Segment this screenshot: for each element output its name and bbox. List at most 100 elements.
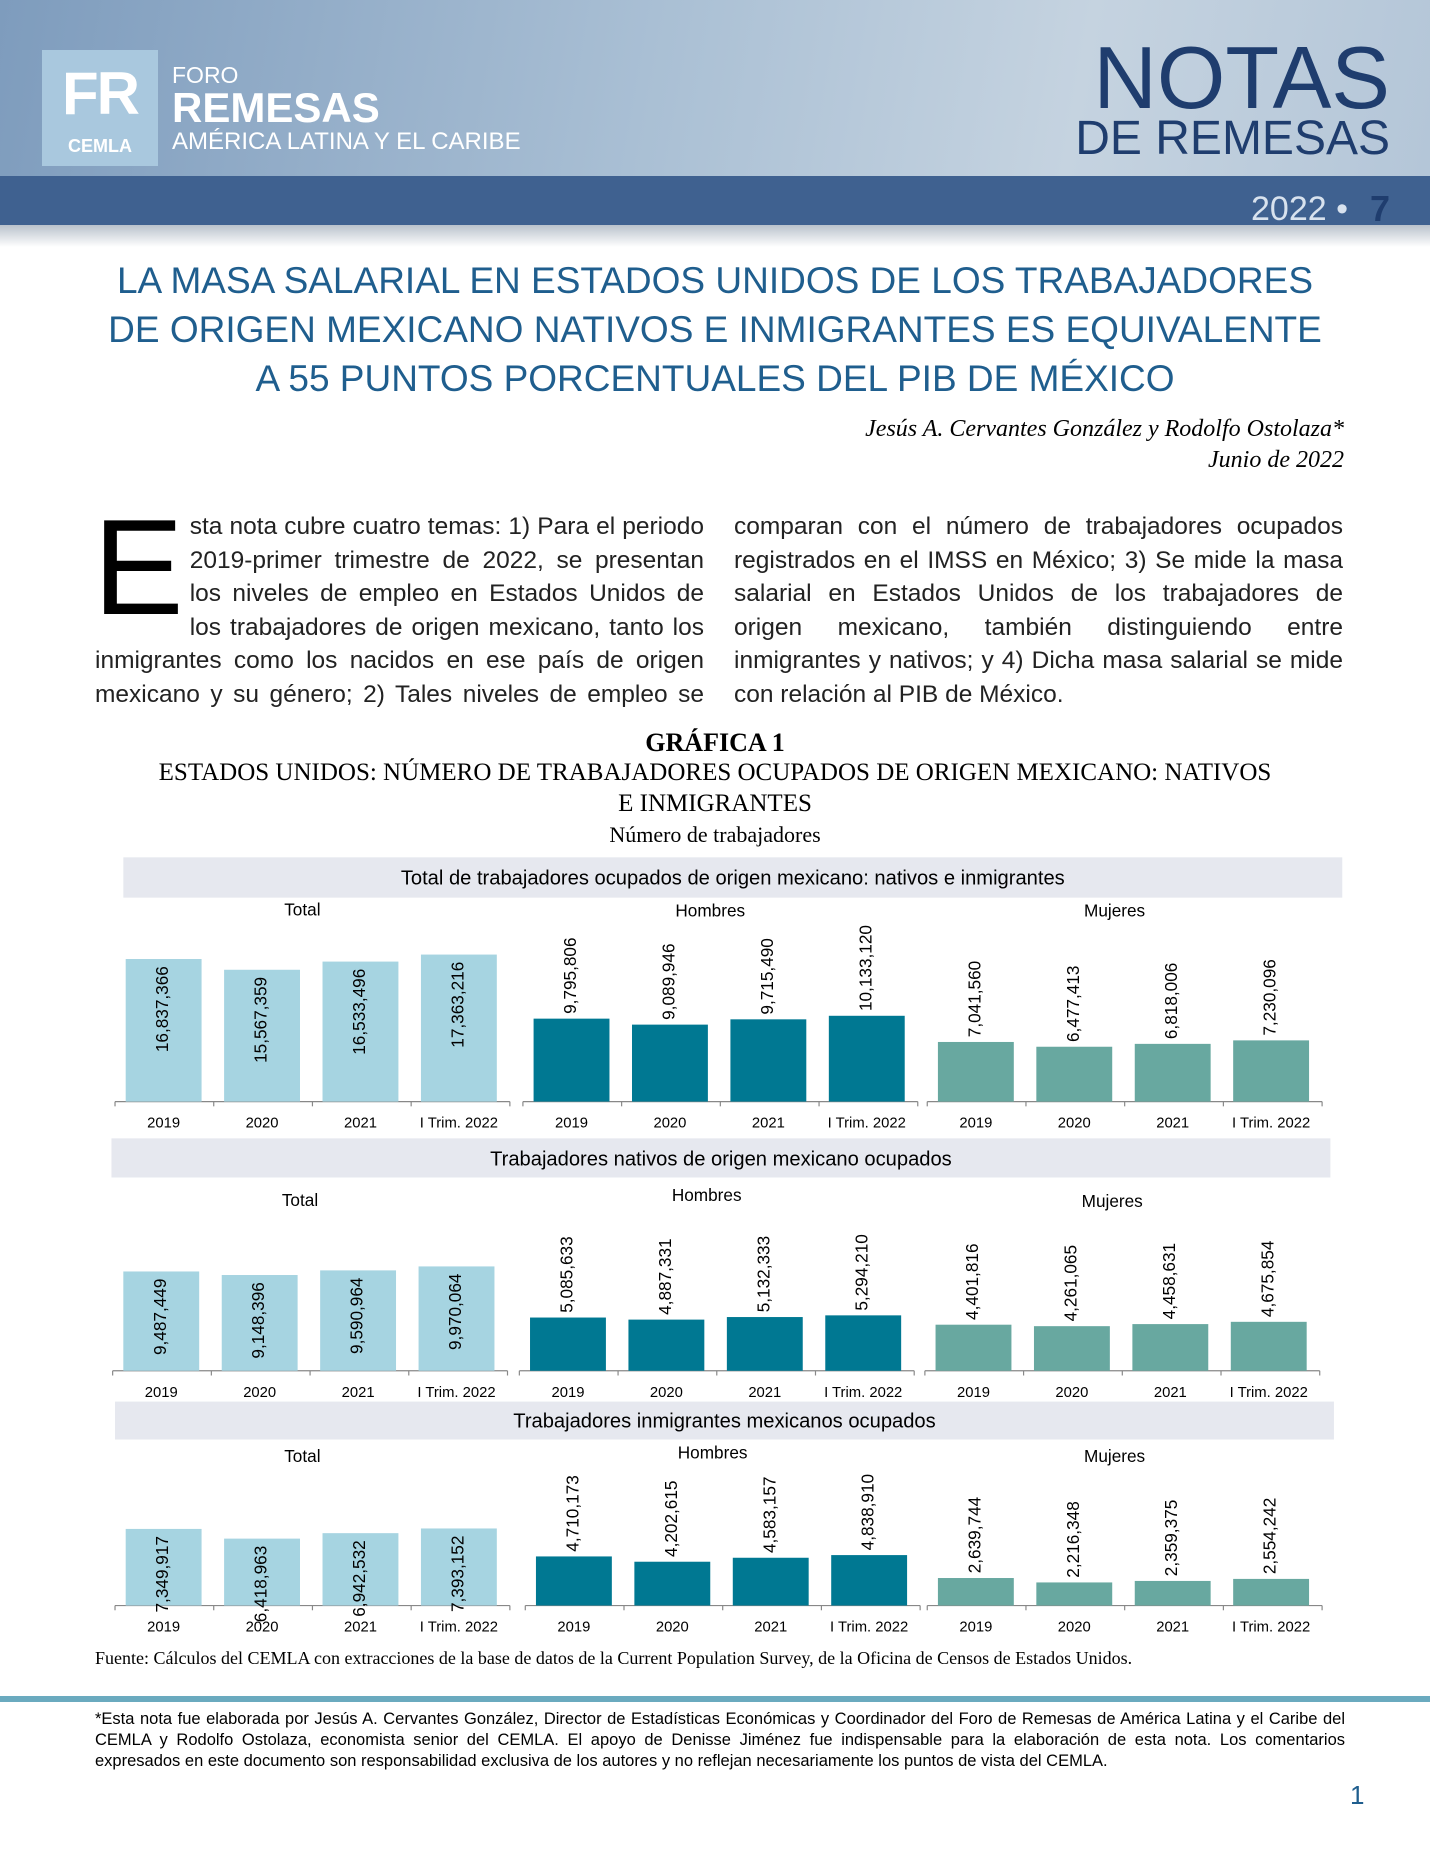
bar (1134, 1043, 1211, 1102)
group-title: Trabajadores inmigrantes mexicanos ocupa… (513, 1411, 935, 1433)
logo-org: CEMLA (68, 136, 132, 156)
bar (1233, 1040, 1310, 1102)
x-tick-label: I Trim. 2022 (417, 1385, 495, 1401)
figure-title: E INMIGRANTES (618, 790, 812, 817)
x-tick-label: I Trim. 2022 (828, 1116, 906, 1132)
figure-title: ESTADOS UNIDOS: NÚMERO DE TRABAJADORES O… (158, 759, 1272, 786)
value-label: 7,041,560 (964, 961, 984, 1037)
value-label: 4,401,816 (962, 1243, 982, 1319)
x-tick-label: 2019 (959, 1620, 992, 1636)
byline: Jesús A. Cervantes González y Rodolfo Os… (865, 414, 1344, 476)
bar (224, 1538, 300, 1606)
value-label: 16,533,496 (349, 969, 369, 1055)
bar (533, 1018, 610, 1102)
bar (322, 961, 399, 1102)
value-label: 6,818,006 (1161, 963, 1181, 1039)
value-label: 4,583,157 (759, 1477, 779, 1553)
bar (535, 1556, 612, 1606)
value-label: 15,567,359 (251, 977, 271, 1063)
group-title: Total de trabajadores ocupados de origen… (401, 868, 1065, 890)
value-label: 9,795,806 (560, 937, 580, 1013)
group-title: Trabajadores nativos de origen mexicano … (490, 1149, 952, 1171)
figure-label: GRÁFICA 1 (645, 728, 785, 757)
x-tick-label: 2021 (1156, 1116, 1189, 1132)
bar (224, 969, 300, 1102)
value-label: 6,942,532 (349, 1540, 369, 1616)
bar (634, 1561, 711, 1606)
x-tick-label: 2020 (1058, 1620, 1091, 1636)
x-tick-label: 2019 (557, 1620, 590, 1636)
year: 2022 • (1251, 190, 1348, 228)
bar (320, 1270, 397, 1371)
value-label: 4,675,854 (1257, 1240, 1277, 1317)
bar (1033, 1326, 1110, 1371)
bar (732, 1557, 809, 1606)
bar (730, 1019, 807, 1102)
x-tick-label: 2021 (344, 1620, 377, 1636)
value-label: 7,349,917 (152, 1536, 172, 1612)
drop-cap: E (93, 491, 184, 643)
bar (221, 1275, 298, 1371)
issue-number: 7 (1369, 188, 1390, 229)
x-tick-label: 2019 (145, 1385, 178, 1401)
bar (628, 1319, 705, 1371)
x-tick-label: 2019 (555, 1116, 588, 1132)
x-tick-label: I Trim. 2022 (420, 1620, 498, 1636)
panel-title: Total (284, 1446, 320, 1466)
value-label: 7,230,096 (1260, 959, 1280, 1035)
brand-top: FORO (172, 62, 239, 88)
x-tick-label: 2021 (342, 1385, 375, 1401)
x-tick-label: I Trim. 2022 (420, 1116, 498, 1132)
value-label: 2,216,348 (1063, 1501, 1083, 1577)
x-tick-label: 2020 (243, 1385, 276, 1401)
value-label: 4,710,173 (562, 1475, 582, 1551)
title-line: A 55 PUNTOS PORCENTUALES DEL PIB DE MÉXI… (255, 358, 1175, 399)
bar (828, 1015, 905, 1102)
x-tick-label: 2021 (1154, 1385, 1187, 1401)
x-tick-label: I Trim. 2022 (1232, 1116, 1310, 1132)
bar (420, 954, 497, 1102)
bar (420, 1528, 497, 1606)
figure-chart: Total de trabajadores ocupados de origen… (111, 857, 1343, 1636)
bar (937, 1578, 1014, 1606)
page-number: 1 (1350, 1780, 1365, 1810)
panel-title: Hombres (672, 1185, 742, 1205)
bar (935, 1324, 1012, 1371)
x-tick-label: 2019 (551, 1385, 584, 1401)
x-tick-label: 2021 (344, 1116, 377, 1132)
panel-title: Hombres (675, 901, 745, 921)
authors: Jesús A. Cervantes González y Rodolfo Os… (865, 416, 1344, 442)
series-title: NOTAS (1093, 28, 1390, 127)
x-tick-label: 2019 (957, 1385, 990, 1401)
x-tick-label: I Trim. 2022 (830, 1620, 908, 1636)
value-label: 17,363,216 (447, 962, 467, 1048)
x-tick-label: 2020 (650, 1385, 683, 1401)
x-tick-label: 2019 (959, 1116, 992, 1132)
x-tick-label: 2020 (246, 1116, 279, 1132)
x-tick-label: I Trim. 2022 (1230, 1385, 1308, 1401)
series-subtitle: DE REMESAS (1075, 112, 1390, 165)
value-label: 7,393,152 (447, 1536, 467, 1612)
bar (937, 1041, 1014, 1102)
value-label: 6,477,413 (1063, 966, 1083, 1042)
value-label: 4,261,065 (1060, 1245, 1080, 1321)
value-label: 2,554,242 (1260, 1498, 1280, 1574)
header-banner (0, 0, 1430, 176)
bar (125, 959, 202, 1102)
value-label: 9,148,396 (248, 1282, 268, 1358)
bar (530, 1317, 606, 1371)
x-tick-label: 2019 (147, 1116, 180, 1132)
bar (631, 1024, 708, 1102)
bar (1233, 1578, 1310, 1606)
bar (1036, 1582, 1113, 1606)
bar (418, 1266, 495, 1371)
bar (1230, 1321, 1307, 1371)
panel-title: Mujeres (1084, 1446, 1145, 1466)
bar (831, 1555, 908, 1606)
logo: FR CEMLA (42, 50, 158, 166)
value-label: 9,590,964 (347, 1277, 367, 1354)
bar (123, 1271, 200, 1371)
brand-main: REMESAS (172, 84, 380, 131)
